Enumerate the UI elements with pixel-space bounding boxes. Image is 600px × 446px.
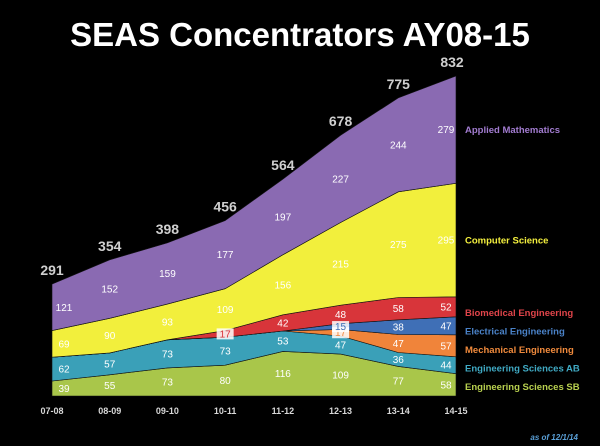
legend-engineering-sciences-ab: Engineering Sciences AB <box>465 364 580 375</box>
value-label: 73 <box>162 377 174 388</box>
total-label: 678 <box>329 113 353 129</box>
x-tick-label: 07-08 <box>40 406 63 416</box>
x-axis-ticks: 07-08 08-09 09-10 10-11 11-12 12-13 13-14 14-15 <box>40 406 467 416</box>
value-label: 53 <box>277 337 289 348</box>
value-label: 80 <box>220 376 232 387</box>
value-label: 295 <box>438 236 455 247</box>
value-label: 55 <box>104 381 116 392</box>
value-label: 152 <box>101 285 118 296</box>
value-label: 42 <box>277 318 289 329</box>
value-label: 279 <box>438 125 455 136</box>
value-label: 244 <box>390 140 407 151</box>
value-label: 47 <box>440 321 452 332</box>
value-label-bg <box>332 321 350 333</box>
value-label: 44 <box>440 361 452 372</box>
value-label: 116 <box>275 369 291 380</box>
value-label: 38 <box>393 323 405 334</box>
value-label: 109 <box>332 371 349 382</box>
value-label: 39 <box>58 384 70 395</box>
value-label: 17 <box>220 329 232 340</box>
total-label: 564 <box>271 157 295 173</box>
value-labels: 39 55 73 80 116 109 77 58 62 57 73 73 53 47 36 44 17 47 57… <box>56 125 455 395</box>
value-label: 77 <box>393 377 405 388</box>
x-tick-label: 14-15 <box>444 406 467 416</box>
value-label: 57 <box>104 359 116 370</box>
x-tick-label: 09-10 <box>156 406 179 416</box>
total-label: 775 <box>387 76 411 92</box>
value-label: 227 <box>332 174 349 185</box>
value-label: 36 <box>393 355 405 366</box>
value-label: 15 <box>335 322 347 333</box>
value-label: 93 <box>162 317 174 328</box>
legend-computer-science: Computer Science <box>465 236 548 247</box>
value-label: 52 <box>440 302 452 313</box>
value-label: 156 <box>275 280 292 291</box>
value-label: 69 <box>58 339 70 350</box>
total-label: 456 <box>213 199 237 215</box>
x-tick-label: 11-12 <box>272 406 295 416</box>
legend-mechanical-engineering: Mechanical Engineering <box>465 345 574 356</box>
x-tick-label: 08-09 <box>98 406 121 416</box>
value-label-bg <box>216 328 234 340</box>
chart-title: SEAS Concentrators AY08-15 <box>70 16 530 53</box>
legend: Engineering Sciences SB Engineering Scien… <box>465 125 580 393</box>
value-label: 73 <box>220 347 232 358</box>
x-tick-label: 10-11 <box>214 406 237 416</box>
value-label: 177 <box>217 250 234 261</box>
legend-biomedical-engineering: Biomedical Engineering <box>465 308 573 319</box>
legend-engineering-sciences-sb: Engineering Sciences SB <box>465 382 580 393</box>
value-label: 159 <box>159 269 176 280</box>
value-label-bg <box>332 327 350 339</box>
as-of-note: as of 12/1/14 <box>530 433 578 442</box>
value-label: 47 <box>335 341 347 352</box>
value-label: 121 <box>56 303 73 314</box>
value-label: 58 <box>440 380 452 391</box>
area-applied-mathematics <box>51 75 457 331</box>
value-label: 62 <box>58 365 70 376</box>
value-label: 17 <box>335 328 347 339</box>
x-tick-label: 13-14 <box>387 406 410 416</box>
total-label: 354 <box>98 238 122 254</box>
value-label: 58 <box>393 304 405 315</box>
total-label: 291 <box>40 262 64 278</box>
total-label: 832 <box>440 54 464 70</box>
total-label: 398 <box>156 221 180 237</box>
total-labels: 291 354 398 456 564 678 775 832 <box>40 54 464 278</box>
value-label: 275 <box>390 240 407 251</box>
value-label: 109 <box>217 305 234 316</box>
value-label: 57 <box>440 341 452 352</box>
legend-applied-mathematics: Applied Mathematics <box>465 125 560 136</box>
x-tick-label: 12-13 <box>329 406 352 416</box>
value-label: 197 <box>275 212 292 223</box>
value-label: 73 <box>162 349 174 360</box>
value-label: 215 <box>332 259 349 270</box>
value-label: 90 <box>104 331 116 342</box>
area-layers <box>51 75 457 397</box>
value-label: 48 <box>335 310 347 321</box>
value-label: 47 <box>393 339 405 350</box>
legend-electrical-engineering: Electrical Engineering <box>465 327 565 338</box>
